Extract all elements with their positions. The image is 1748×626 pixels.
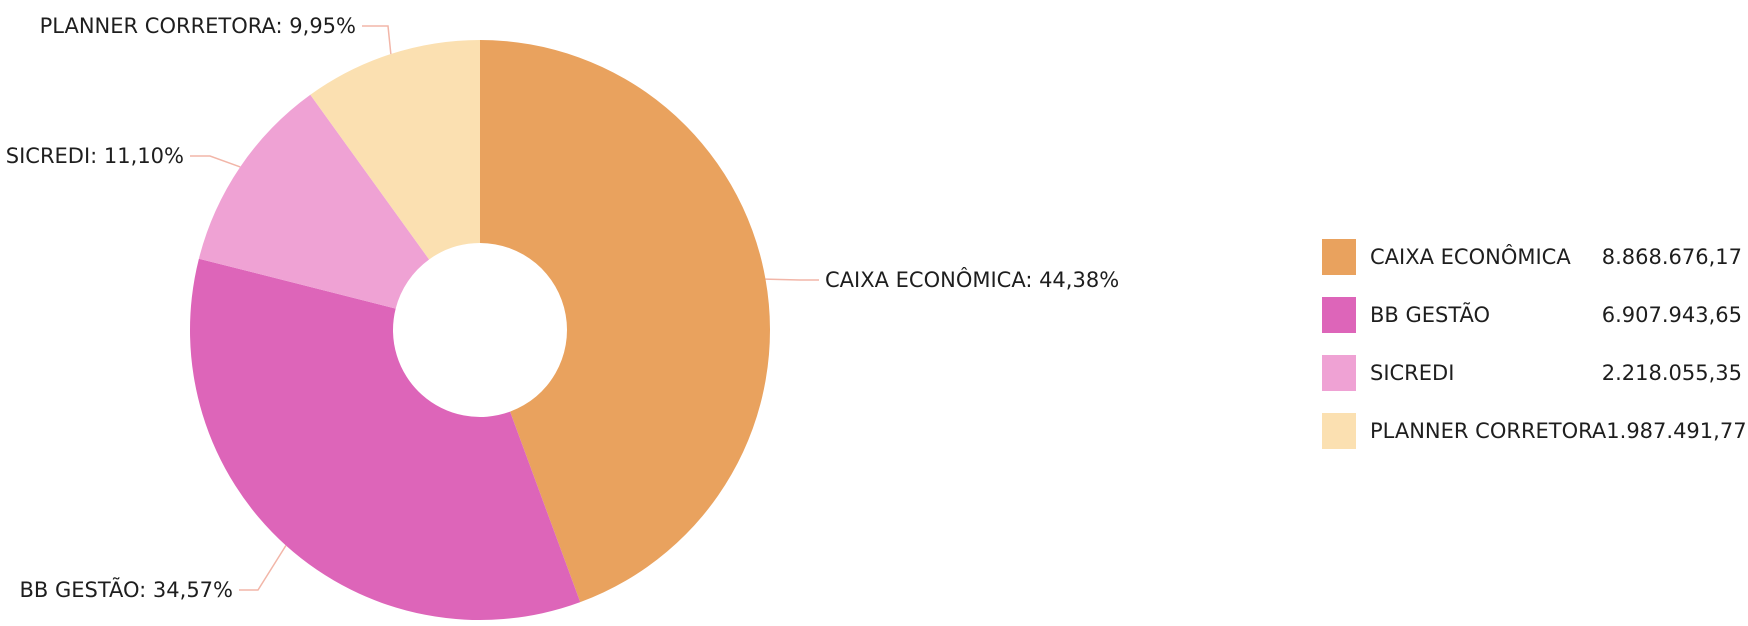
- legend-swatch: [1322, 239, 1356, 275]
- donut-slice-0: [480, 40, 770, 603]
- leader-line-2: [190, 155, 241, 168]
- legend-label: BB GESTÃO: [1370, 303, 1491, 327]
- leader-line-0: [765, 278, 819, 281]
- legend-value: 6.907.943,65: [1601, 303, 1742, 327]
- legend-label: PLANNER CORRETORA: [1370, 419, 1607, 443]
- slice-labels: CAIXA ECONÔMICA: 44,38% BB GESTÃO: 34,57%…: [6, 14, 1119, 602]
- legend-value: 1.987.491,77: [1606, 419, 1747, 443]
- legend-swatch: [1322, 297, 1356, 333]
- legend-item-planner: PLANNER CORRETORA 1.987.491,77: [1322, 402, 1747, 460]
- donut-slice-1: [190, 258, 581, 620]
- legend-label: CAIXA ECONÔMICA: [1370, 245, 1571, 269]
- slice-label-2: SICREDI: 11,10%: [6, 144, 184, 168]
- slice-label-0: CAIXA ECONÔMICA: 44,38%: [825, 267, 1119, 292]
- slice-label-3: PLANNER CORRETORA: 9,95%: [40, 14, 356, 38]
- legend-item-bb-gestao: BB GESTÃO 6.907.943,65: [1322, 286, 1742, 344]
- legend-item-caixa: CAIXA ECONÔMICA 8.868.676,17: [1322, 228, 1742, 286]
- legend-value: 8.868.676,17: [1601, 245, 1742, 269]
- slice-label-1: BB GESTÃO: 34,57%: [19, 576, 233, 602]
- legend-swatch: [1322, 355, 1356, 391]
- donut-slice-2: [198, 94, 430, 309]
- donut-slices: [190, 40, 770, 620]
- legend-swatch: [1322, 413, 1356, 449]
- legend-label: SICREDI: [1370, 361, 1455, 385]
- donut-slice-3: [310, 40, 480, 260]
- legend: CAIXA ECONÔMICA 8.868.676,17 BB GESTÃO 6…: [1322, 228, 1747, 460]
- legend-item-sicredi: SICREDI 2.218.055,35: [1322, 344, 1742, 402]
- legend-value: 2.218.055,35: [1601, 361, 1742, 385]
- leader-line-3: [362, 25, 392, 55]
- leader-line-1: [239, 545, 287, 591]
- leader-lines: [190, 25, 819, 591]
